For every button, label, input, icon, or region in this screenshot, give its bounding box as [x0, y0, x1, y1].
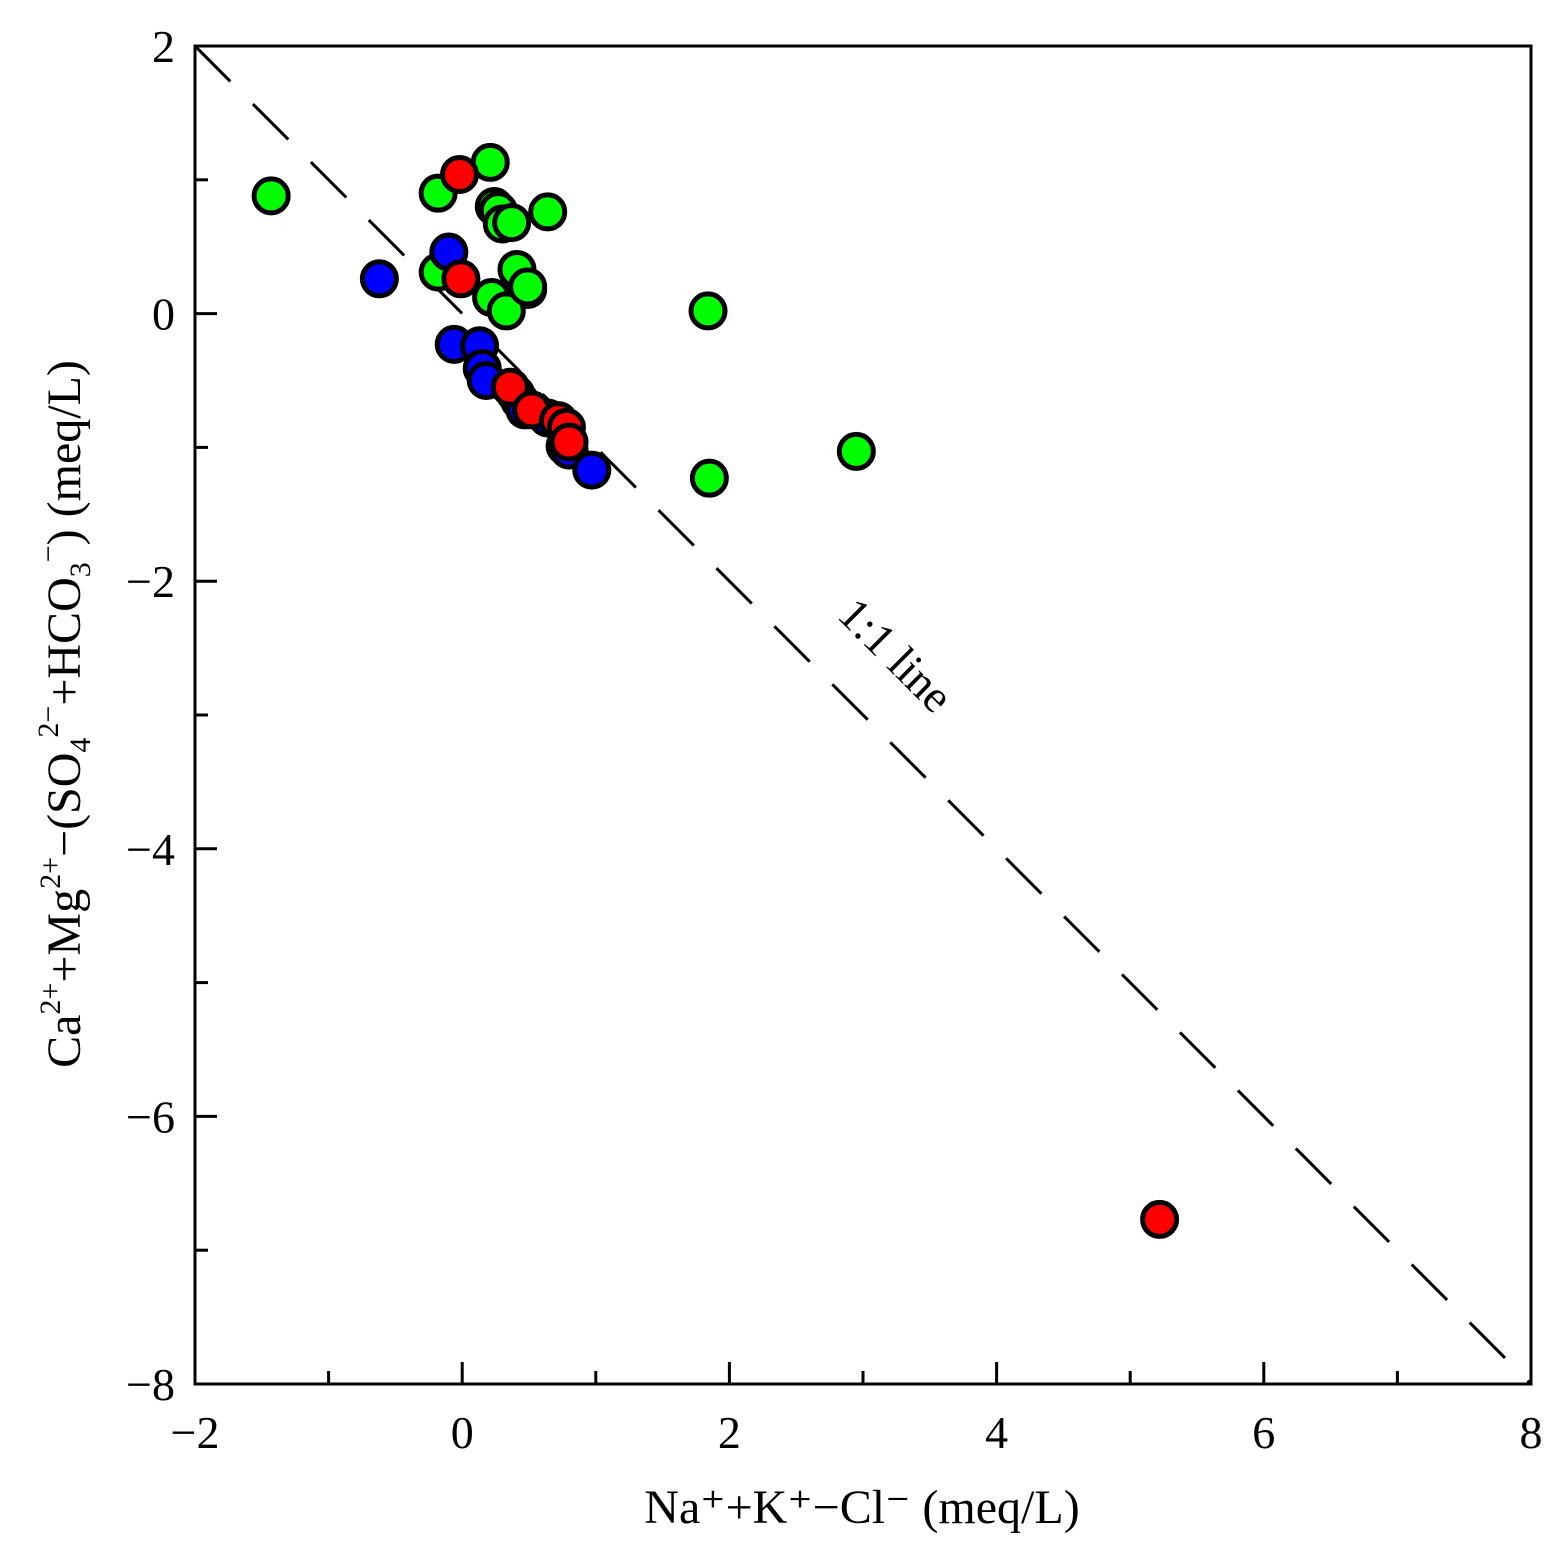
x-tick-label: 0 — [451, 1407, 474, 1458]
data-point-green — [486, 291, 526, 331]
data-point-red — [1140, 1199, 1180, 1239]
y-tick-label: −4 — [126, 824, 175, 875]
y-tick-label: −6 — [126, 1091, 175, 1142]
y-title-so4-sub: 4 — [64, 738, 97, 753]
ticks-layer — [195, 178, 1399, 1384]
data-point-green — [508, 267, 548, 307]
data-points-layer — [251, 142, 1180, 1239]
data-point-blue — [359, 259, 399, 299]
y-title-mg: +Mg — [38, 889, 91, 983]
y-tick-label: −2 — [126, 556, 175, 607]
x-tick-label: 2 — [718, 1407, 741, 1458]
data-point-green — [836, 431, 876, 471]
data-point-red — [440, 154, 480, 194]
y-tick-label: −8 — [126, 1359, 175, 1410]
data-point-red — [549, 422, 589, 462]
data-point-green — [251, 176, 291, 216]
data-point-blue — [572, 450, 612, 490]
y-title-hco3-sub: 3 — [64, 562, 97, 577]
y-tick-labels: 2 0 −2 −4 −6 −8 — [126, 21, 175, 1410]
data-point-green — [528, 192, 568, 232]
y-title-minus-open: −(SO — [38, 753, 91, 857]
y-title-close: ) (meq/L) — [38, 360, 91, 545]
data-point-red — [441, 259, 481, 299]
data-point-green — [689, 458, 729, 498]
data-point-green — [688, 291, 728, 331]
y-tick-label: 2 — [152, 21, 175, 72]
one-to-one-line — [195, 46, 1531, 1384]
y-title-hco3-sup: − — [32, 545, 65, 562]
x-tick-label: −2 — [171, 1407, 220, 1458]
y-title-ca: Ca — [38, 1015, 91, 1068]
y-axis-title: Ca2++Mg2+−(SO42−+HCO3−) (meq/L) — [32, 360, 97, 1068]
x-tick-label: 8 — [1520, 1407, 1543, 1458]
y-title-hco3: +HCO — [38, 577, 91, 705]
plot-frame — [193, 44, 1533, 1386]
x-tick-label: 6 — [1252, 1407, 1275, 1458]
data-point-green — [492, 203, 532, 243]
y-title-so4-sup: 2− — [32, 706, 65, 738]
y-title-mg-sup: 2+ — [34, 857, 67, 889]
x-axis-title: Na⁺+K⁺−Cl⁻ (meq/L) — [644, 1481, 1079, 1534]
reference-line-layer — [195, 46, 1531, 1384]
x-tick-labels: −2 0 2 4 6 8 — [171, 1407, 1543, 1458]
y-tick-label: 0 — [152, 289, 175, 340]
x-tick-label: 4 — [985, 1407, 1008, 1458]
y-title-ca-sup: 2+ — [34, 983, 67, 1015]
